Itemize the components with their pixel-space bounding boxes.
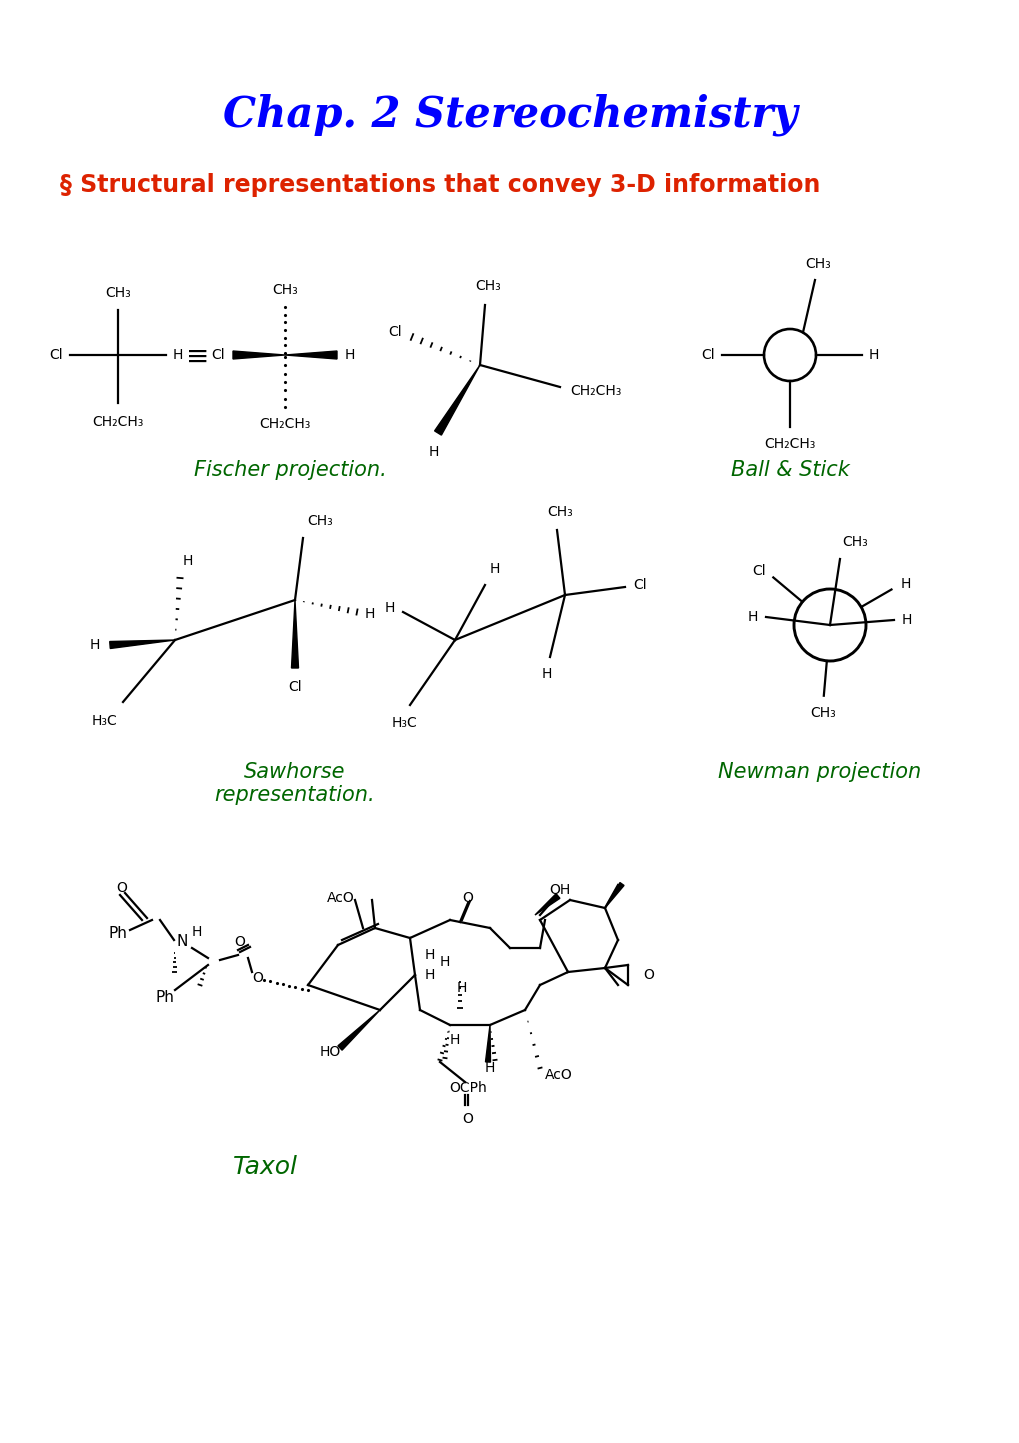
- Text: H: H: [384, 600, 394, 615]
- Polygon shape: [110, 641, 175, 648]
- Text: O: O: [642, 968, 653, 983]
- Polygon shape: [434, 365, 480, 436]
- Text: ≡: ≡: [186, 343, 210, 371]
- Text: Ph: Ph: [108, 926, 127, 941]
- Text: O: O: [462, 890, 473, 905]
- Text: H: H: [424, 968, 435, 983]
- Polygon shape: [485, 1025, 490, 1062]
- Text: Taxol: Taxol: [232, 1154, 298, 1179]
- Text: H: H: [868, 348, 878, 362]
- Text: H: H: [901, 613, 911, 628]
- Text: CH₃: CH₃: [841, 535, 867, 548]
- Polygon shape: [291, 600, 299, 668]
- Text: H: H: [439, 955, 449, 970]
- Text: H: H: [90, 638, 100, 652]
- Text: H: H: [428, 444, 439, 459]
- Polygon shape: [535, 893, 559, 915]
- Text: CH₂CH₃: CH₂CH₃: [570, 384, 621, 398]
- Text: Cl: Cl: [211, 348, 225, 362]
- Text: Cl: Cl: [49, 348, 63, 362]
- Text: § Structural representations that convey 3-D information: § Structural representations that convey…: [60, 173, 819, 198]
- Text: Cl: Cl: [701, 348, 714, 362]
- Text: Cl: Cl: [388, 325, 401, 339]
- Text: O: O: [253, 971, 263, 986]
- Text: Ball & Stick: Ball & Stick: [730, 460, 849, 481]
- Text: H: H: [747, 610, 757, 623]
- Text: OCPh: OCPh: [448, 1081, 486, 1095]
- Text: H: H: [192, 925, 202, 939]
- Text: Sawhorse
representation.: Sawhorse representation.: [214, 762, 375, 805]
- Text: CH₃: CH₃: [105, 286, 130, 300]
- Text: H: H: [457, 981, 467, 996]
- Text: AcO: AcO: [544, 1068, 573, 1082]
- Polygon shape: [232, 351, 284, 359]
- Text: Chap. 2 Stereochemistry: Chap. 2 Stereochemistry: [222, 94, 797, 136]
- Text: H: H: [489, 561, 500, 576]
- Text: Cl: Cl: [288, 680, 302, 694]
- Text: Cl: Cl: [751, 564, 765, 579]
- Text: CH₃: CH₃: [809, 706, 835, 720]
- Text: O: O: [234, 935, 246, 949]
- Text: H₃C: H₃C: [391, 716, 418, 730]
- Text: H: H: [449, 1033, 460, 1048]
- Text: H₃C: H₃C: [91, 714, 117, 729]
- Text: H: H: [541, 667, 551, 681]
- Text: HO: HO: [319, 1045, 340, 1059]
- Text: CH₂CH₃: CH₂CH₃: [259, 417, 311, 431]
- Text: CH₃: CH₃: [546, 505, 573, 519]
- Text: CH₃: CH₃: [475, 278, 500, 293]
- Text: Newman projection: Newman projection: [717, 762, 921, 782]
- Polygon shape: [604, 883, 624, 908]
- Text: H: H: [365, 608, 375, 620]
- Text: H: H: [182, 554, 194, 569]
- Polygon shape: [284, 351, 336, 359]
- Text: O: O: [462, 1113, 473, 1126]
- Text: CH₃: CH₃: [272, 283, 298, 297]
- Text: AcO: AcO: [327, 890, 355, 905]
- Text: Fischer projection.: Fischer projection.: [194, 460, 386, 481]
- Text: CH₃: CH₃: [804, 257, 830, 271]
- Text: H: H: [344, 348, 355, 362]
- Text: CH₂CH₃: CH₂CH₃: [763, 437, 815, 452]
- Text: H: H: [484, 1061, 494, 1075]
- Text: CH₃: CH₃: [307, 514, 332, 528]
- Text: Cl: Cl: [633, 579, 646, 592]
- Text: N: N: [176, 935, 187, 949]
- Polygon shape: [337, 1010, 380, 1051]
- Text: H: H: [899, 577, 910, 592]
- Text: H: H: [424, 948, 435, 962]
- Text: H: H: [173, 348, 183, 362]
- Text: O: O: [116, 882, 127, 895]
- Text: Ph: Ph: [156, 990, 174, 1006]
- Text: CH₂CH₃: CH₂CH₃: [93, 416, 144, 429]
- Text: OH: OH: [549, 883, 570, 898]
